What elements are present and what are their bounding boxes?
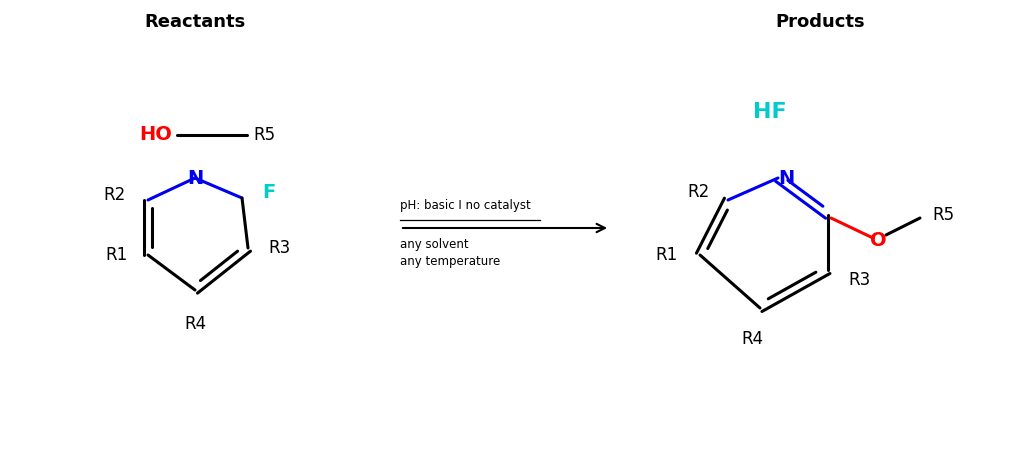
Text: R4: R4 [184,315,206,333]
Text: R4: R4 [741,330,763,348]
Text: R3: R3 [268,239,290,257]
Text: O: O [869,230,887,249]
Text: R2: R2 [688,183,710,201]
Text: any temperature: any temperature [400,255,501,268]
Text: Products: Products [775,13,865,31]
Text: N: N [778,168,795,188]
Text: Reactants: Reactants [144,13,246,31]
Text: R2: R2 [103,186,126,204]
Text: R1: R1 [655,246,678,264]
Text: pH: basic I no catalyst: pH: basic I no catalyst [400,199,530,212]
Text: HO: HO [139,126,172,144]
Text: R5: R5 [253,126,275,144]
Text: R3: R3 [848,271,870,289]
Text: N: N [186,168,203,188]
Text: R1: R1 [105,246,128,264]
Text: R5: R5 [932,206,954,224]
Text: any solvent: any solvent [400,238,469,251]
Text: HF: HF [754,102,786,122]
Text: F: F [262,184,275,202]
